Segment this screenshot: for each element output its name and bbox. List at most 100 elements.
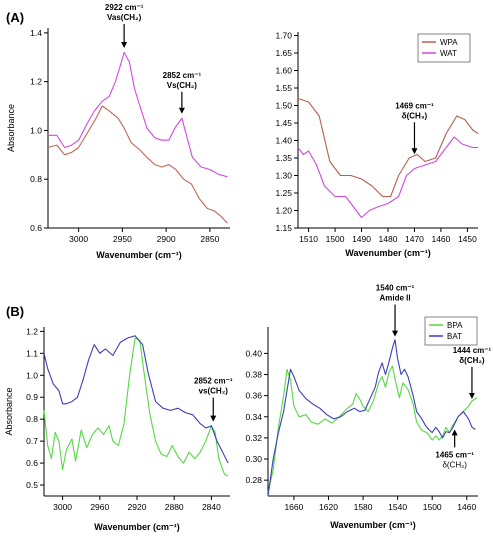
chart-a-left-axes: 3000 2950 2900 2850 0.6 0.8 1.0 1.2 1.4 Wavenumbe…	[6, 28, 230, 260]
x-tick-label: 2850	[200, 234, 219, 244]
y-tick-label: 1.45	[275, 118, 292, 128]
y-tick-label: 1.2	[30, 77, 42, 87]
y-tick-label: 1.4	[30, 28, 42, 38]
series-line-bat	[267, 339, 476, 497]
annotation-text: 1444 cm⁻¹	[453, 346, 492, 355]
x-tick-label: 1500	[423, 502, 442, 512]
chart-a-right-annotations: 1469 cm⁻¹δ(CH₃)	[395, 101, 434, 155]
annotation-text: δ(CH₂)	[442, 460, 467, 469]
annotation-arrowhead	[468, 392, 475, 399]
annotation-text: 2852 cm⁻¹	[194, 377, 233, 386]
y-tick-label: 0.8	[30, 174, 42, 184]
x-tick-label: 1480	[379, 234, 398, 244]
chart-b-right-series	[267, 339, 478, 497]
annotation-text: 1540 cm⁻¹	[376, 284, 415, 293]
y-tick-label: 1.60	[275, 66, 292, 76]
x-tick-label: 1620	[319, 502, 338, 512]
y-tick-label: 0.38	[245, 370, 262, 380]
series-line-1	[48, 51, 228, 178]
chart-a-right-legend: WPA WAT	[417, 33, 471, 63]
x-tick-label: 1510	[299, 234, 318, 244]
chart-a-left: 3000 2950 2900 2850 0.6 0.8 1.0 1.2 1.4 Wavenumbe…	[6, 3, 230, 260]
y-tick-label: 0.40	[245, 348, 262, 358]
annotation-text: vs(CH₂)	[199, 387, 229, 396]
x-tick-label: 2840	[202, 502, 221, 512]
x-axis-label: Wavenumber (cm⁻¹)	[330, 520, 415, 530]
y-tick-label: 1.70	[275, 31, 292, 41]
y-tick-label: 0.32	[245, 433, 262, 443]
y-axis-label: Absorbance	[4, 387, 14, 435]
legend-box	[417, 33, 471, 63]
legend-box	[424, 316, 478, 346]
y-tick-label: 0.6	[30, 223, 42, 233]
chart-b-left: 3000 2960 2920 2880 2840 0.5 0.6 0.7 0.8 0.9 1.0 1.…	[4, 326, 233, 532]
series-line-bpa	[267, 365, 478, 493]
legend-label: BPA	[447, 321, 463, 330]
chart-b-right-axes: 1660 1620 1580 1540 1500 1460 0.28 0.30 0.32 0.34…	[245, 327, 478, 530]
y-tick-label: 1.0	[30, 125, 42, 135]
annotation-text: 2852 cm⁻¹	[163, 71, 202, 80]
y-tick-label: 1.25	[275, 188, 292, 198]
x-axis-label: Wavenumber (cm⁻¹)	[345, 248, 430, 258]
series-line-wat	[297, 136, 478, 219]
x-axis-label: Wavenumber (cm⁻¹)	[96, 250, 181, 260]
x-axis-label: Wavenumber (cm⁻¹)	[94, 522, 179, 532]
annotation-arrowhead	[178, 107, 185, 114]
y-tick-label: 1.65	[275, 48, 292, 58]
annotation-text: 2922 cm⁻¹	[105, 3, 144, 12]
series-line-1	[43, 335, 229, 464]
y-tick-label: 0.30	[245, 454, 262, 464]
y-tick-label: 0.9	[26, 392, 38, 402]
chart-b-left-series	[43, 335, 229, 477]
series-line-0	[43, 337, 229, 477]
x-tick-label: 2880	[165, 502, 184, 512]
annotation-arrowhead	[411, 148, 418, 155]
x-tick-label: 2920	[128, 502, 147, 512]
annotation-arrowhead	[451, 429, 458, 436]
series-line-0	[47, 105, 228, 224]
x-tick-label: 2950	[113, 234, 132, 244]
x-tick-label: 1660	[284, 502, 303, 512]
annotation-text: Vs(CH₂)	[167, 81, 198, 90]
x-tick-label: 2900	[157, 234, 176, 244]
legend-label: WPA	[440, 38, 458, 47]
x-tick-label: 1450	[458, 234, 477, 244]
chart-b-left-annotations: 2852 cm⁻¹vs(CH₂)	[194, 377, 233, 422]
x-tick-label: 1460	[431, 234, 450, 244]
y-tick-label: 1.40	[275, 136, 292, 146]
y-tick-label: 0.36	[245, 391, 262, 401]
annotation-arrowhead	[210, 415, 217, 422]
legend-label: WAT	[440, 49, 457, 58]
y-tick-label: 1.30	[275, 171, 292, 181]
chart-a-right: 1510 1500 1490 1480 1470 1460 1450 1.15 1.20 1.25…	[275, 31, 479, 258]
annotation-text: δ(CH₃)	[402, 111, 428, 120]
y-tick-label: 1.55	[275, 83, 292, 93]
annotation: 1469 cm⁻¹δ(CH₃)	[395, 101, 434, 155]
annotation-text: δ(CH₂)	[459, 356, 485, 365]
y-tick-label: 1.0	[26, 370, 38, 380]
y-tick-label: 1.2	[26, 326, 38, 336]
series-line-wpa	[297, 97, 479, 198]
y-tick-label: 0.6	[26, 458, 38, 468]
annotation-text: 1469 cm⁻¹	[395, 101, 434, 110]
annotation: 1444 cm⁻¹δ(CH₂)	[453, 346, 492, 399]
y-tick-label: 1.15	[275, 223, 292, 233]
annotation: 1465 cm⁻¹δ(CH₂)	[435, 429, 474, 469]
y-tick-label: 1.20	[275, 206, 292, 216]
chart-b-right: 1660 1620 1580 1540 1500 1460 0.28 0.30 0.32 0.34…	[245, 284, 491, 530]
y-tick-label: 0.7	[26, 436, 38, 446]
panel-label-b: (B)	[6, 304, 24, 319]
annotation-text: Vas(CH₂)	[107, 13, 142, 22]
x-tick-label: 1580	[354, 502, 373, 512]
annotation: 2852 cm⁻¹Vs(CH₂)	[163, 71, 202, 114]
x-tick-label: 2960	[90, 502, 109, 512]
annotation-text: Amide II	[379, 294, 410, 303]
y-tick-label: 1.35	[275, 153, 292, 163]
y-tick-label: 1.1	[26, 348, 38, 358]
legend-label: BAT	[447, 332, 462, 341]
y-tick-label: 0.34	[245, 412, 262, 422]
